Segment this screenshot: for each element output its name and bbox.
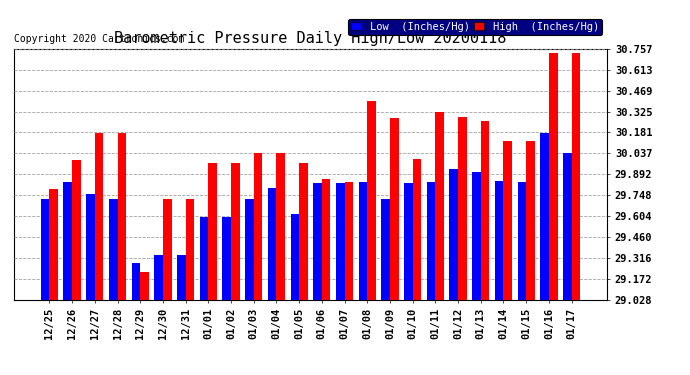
- Bar: [50, 189, 58, 300]
- Bar: [404, 183, 413, 300]
- Bar: [95, 133, 103, 300]
- Bar: [199, 217, 208, 300]
- Bar: [299, 163, 308, 300]
- Bar: [155, 255, 163, 300]
- Bar: [495, 180, 504, 300]
- Title: Barometric Pressure Daily High/Low 20200118: Barometric Pressure Daily High/Low 20200…: [115, 31, 506, 46]
- Bar: [390, 118, 399, 300]
- Bar: [449, 169, 458, 300]
- Bar: [367, 100, 376, 300]
- Bar: [540, 133, 549, 300]
- Bar: [245, 200, 254, 300]
- Bar: [549, 53, 558, 300]
- Bar: [163, 200, 172, 300]
- Bar: [41, 200, 50, 300]
- Bar: [382, 200, 390, 300]
- Bar: [313, 183, 322, 300]
- Bar: [117, 133, 126, 300]
- Bar: [426, 182, 435, 300]
- Bar: [526, 141, 535, 300]
- Bar: [63, 182, 72, 300]
- Bar: [86, 194, 95, 300]
- Bar: [72, 160, 81, 300]
- Bar: [344, 182, 353, 300]
- Legend: Low  (Inches/Hg), High  (Inches/Hg): Low (Inches/Hg), High (Inches/Hg): [348, 19, 602, 35]
- Bar: [413, 159, 422, 300]
- Bar: [563, 153, 571, 300]
- Bar: [481, 121, 489, 300]
- Bar: [208, 163, 217, 300]
- Bar: [322, 179, 331, 300]
- Bar: [231, 163, 239, 300]
- Bar: [277, 153, 285, 300]
- Bar: [336, 183, 344, 300]
- Bar: [472, 172, 481, 300]
- Bar: [435, 112, 444, 300]
- Bar: [140, 272, 149, 300]
- Bar: [222, 217, 231, 300]
- Bar: [290, 214, 299, 300]
- Bar: [518, 182, 526, 300]
- Bar: [254, 153, 262, 300]
- Bar: [132, 263, 140, 300]
- Bar: [177, 255, 186, 300]
- Bar: [109, 200, 117, 300]
- Bar: [504, 141, 512, 300]
- Bar: [458, 117, 466, 300]
- Bar: [359, 182, 367, 300]
- Bar: [186, 200, 195, 300]
- Text: Copyright 2020 Cartronics.com: Copyright 2020 Cartronics.com: [14, 34, 184, 44]
- Bar: [571, 53, 580, 300]
- Bar: [268, 188, 277, 300]
